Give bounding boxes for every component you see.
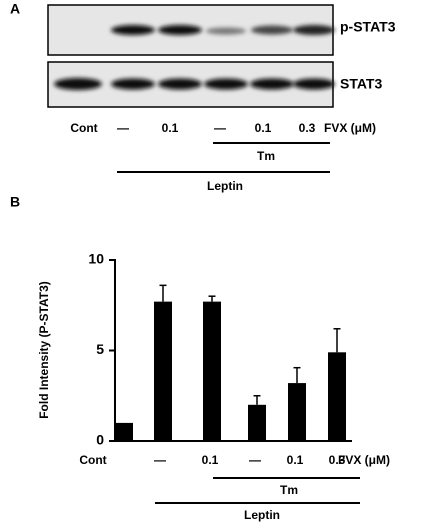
- error-bar: [159, 284, 167, 302]
- error-bar: [253, 395, 261, 405]
- y-tick-label: 0: [96, 432, 104, 448]
- x-tick-label: 0.3: [329, 453, 346, 467]
- y-axis-label: Fold Intensity (P-STAT3): [37, 281, 51, 419]
- x-tick-label: 0.1: [202, 453, 219, 467]
- lane-label: —: [117, 121, 129, 135]
- panel-label: B: [10, 194, 20, 210]
- bar: [115, 422, 133, 441]
- leptin-label: Leptin: [207, 179, 243, 193]
- dose-label: FVX (μM): [324, 121, 376, 135]
- lane-label: —: [214, 121, 226, 135]
- lane-label: 0.1: [162, 121, 179, 135]
- lane-label: 0.3: [299, 121, 316, 135]
- error-bar: [293, 366, 301, 384]
- blot-label: p-STAT3: [340, 19, 396, 35]
- lane-label: Cont: [70, 121, 97, 135]
- bar: [203, 301, 221, 441]
- bar: [154, 301, 172, 441]
- blot-p-stat3: [47, 4, 335, 56]
- x-tick-label: —: [154, 453, 166, 467]
- blot-label: STAT3: [340, 76, 382, 92]
- y-tick-label: 10: [88, 251, 104, 267]
- leptin-label: Leptin: [244, 508, 280, 522]
- bar: [248, 404, 266, 441]
- blot-stat3: [47, 61, 335, 108]
- tm-label: Tm: [257, 149, 275, 163]
- panel-label: A: [10, 1, 20, 17]
- tm-label: Tm: [280, 483, 298, 497]
- y-tick-label: 5: [96, 341, 104, 357]
- error-bar: [333, 328, 341, 353]
- x-tick-label: —: [249, 453, 261, 467]
- x-tick-label: Cont: [79, 453, 106, 467]
- bar: [328, 352, 346, 441]
- bar: [288, 383, 306, 441]
- lane-label: 0.1: [255, 121, 272, 135]
- x-tick-label: 0.1: [287, 453, 304, 467]
- error-bar: [208, 295, 216, 302]
- dose-label: FVX (μM): [338, 453, 390, 467]
